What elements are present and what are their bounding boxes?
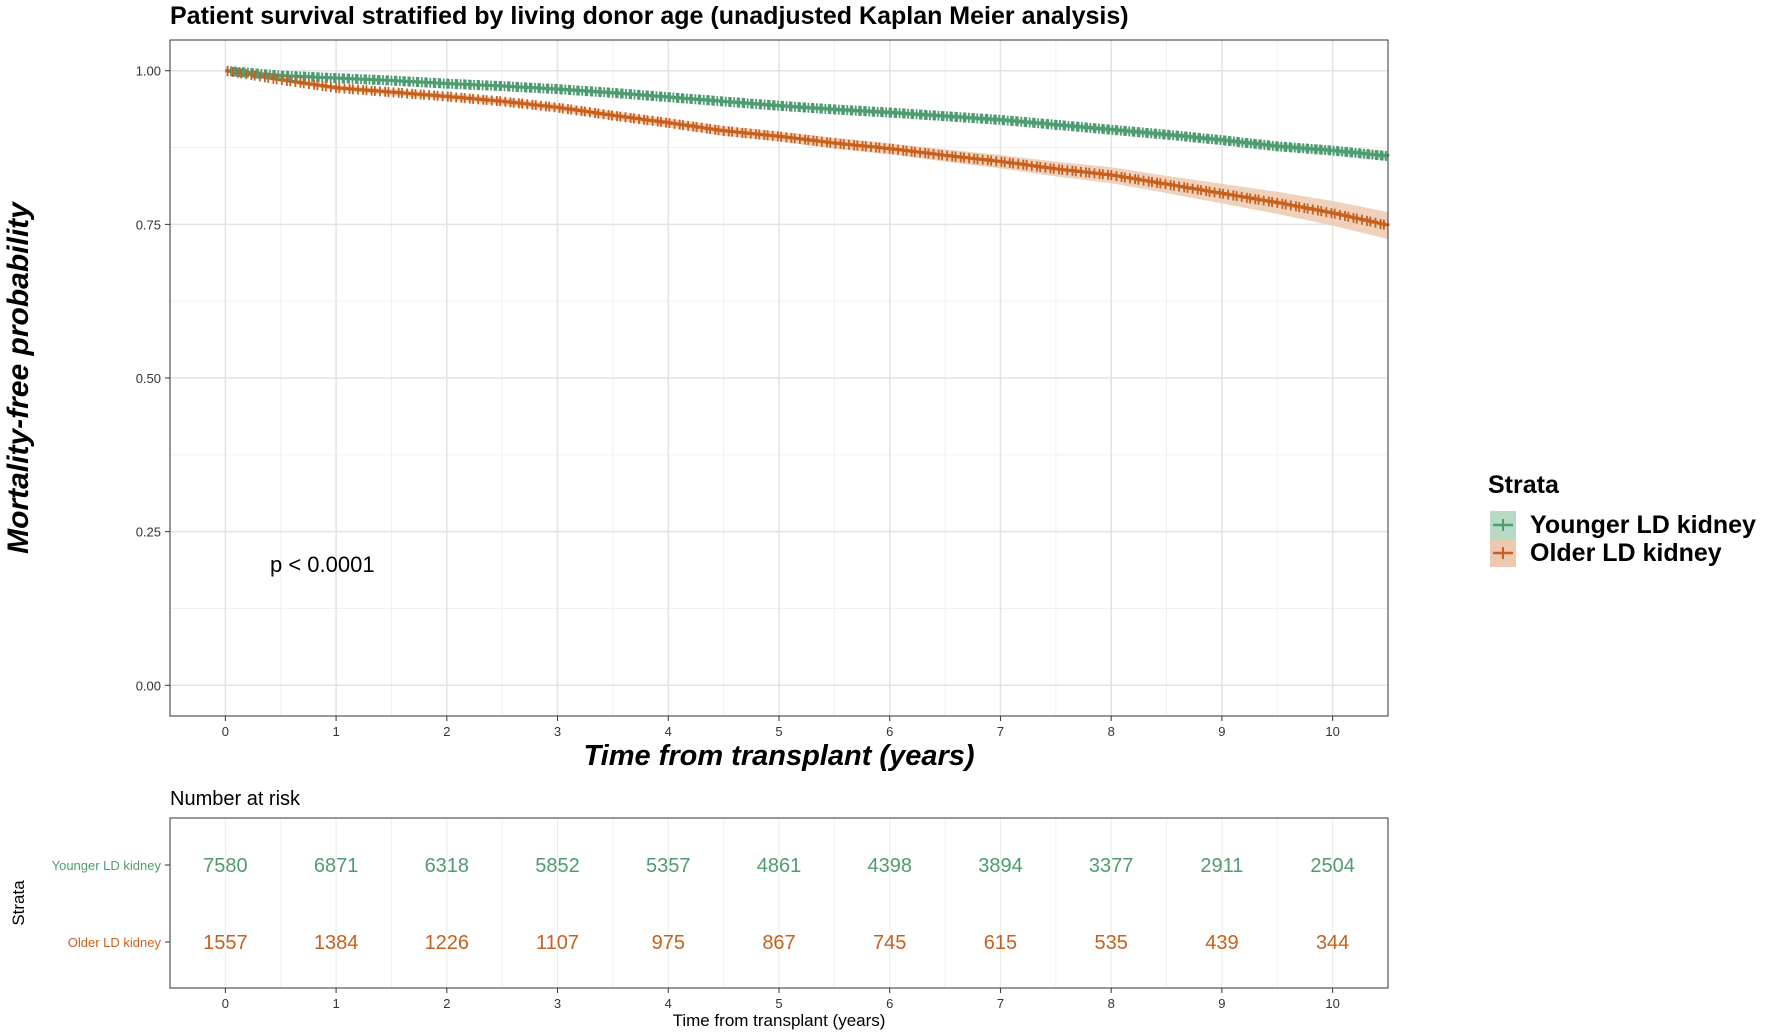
risk-row-label-younger: Younger LD kidney — [52, 858, 162, 873]
legend-label-younger: Younger LD kidney — [1530, 511, 1756, 539]
y-tick-label: 0.00 — [136, 678, 161, 693]
risk-cell-younger: 6318 — [425, 855, 470, 877]
risk-cell-younger: 4398 — [867, 855, 912, 877]
y-tick-label: 0.75 — [136, 217, 161, 232]
risk-row-label-older: Older LD kidney — [68, 935, 162, 950]
x-tick-label: 4 — [665, 724, 672, 739]
risk-table-title: Number at risk — [170, 788, 301, 810]
legend-item-older: Older LD kidney — [1490, 539, 1722, 567]
x-tick-label: 9 — [1218, 724, 1225, 739]
risk-x-tick-label: 3 — [554, 996, 561, 1011]
risk-x-tick-label: 7 — [997, 996, 1004, 1011]
risk-cell-younger: 3894 — [978, 855, 1023, 877]
x-tick-label: 3 — [554, 724, 561, 739]
risk-table-cells: 7580 6871 6318 5852 5357 4861 4398 3894 3377 2911… — [203, 855, 1355, 954]
survival-curve-older — [225, 69, 1390, 227]
censor-marks-older — [226, 66, 1385, 230]
risk-cell-older: 615 — [984, 932, 1017, 954]
legend-title: Strata — [1488, 471, 1560, 499]
risk-x-tick-label: 6 — [886, 996, 893, 1011]
chart-title: Patient survival stratified by living do… — [170, 2, 1129, 30]
p-value-annotation: p < 0.0001 — [270, 552, 375, 577]
y-axis: 0.00 0.25 0.50 0.75 1.00 — [136, 64, 170, 693]
y-tick-label: 0.50 — [136, 371, 161, 386]
risk-cell-older: 344 — [1316, 932, 1349, 954]
x-tick-label: 0 — [222, 724, 229, 739]
risk-cell-younger: 7580 — [203, 855, 248, 877]
risk-cell-older: 1226 — [425, 932, 470, 954]
y-tick-label: 0.25 — [136, 525, 161, 540]
risk-cell-older: 439 — [1205, 932, 1238, 954]
risk-cell-younger: 5357 — [646, 855, 691, 877]
main-gridlines — [169, 40, 1388, 716]
risk-cell-older: 1384 — [314, 932, 359, 954]
risk-table-gridlines — [169, 818, 1334, 988]
risk-x-tick-label: 8 — [1108, 996, 1115, 1011]
risk-x-tick-label: 4 — [665, 996, 672, 1011]
x-tick-label: 5 — [775, 724, 782, 739]
risk-table-row-labels: Younger LD kidney Older LD kidney — [52, 858, 170, 950]
risk-x-tick-label: 2 — [443, 996, 450, 1011]
risk-cell-younger: 4861 — [757, 855, 802, 877]
legend-item-younger: Younger LD kidney — [1490, 511, 1756, 539]
risk-cell-younger: 3377 — [1089, 855, 1134, 877]
censor-marks — [226, 65, 1387, 230]
risk-cell-older: 975 — [652, 932, 685, 954]
x-tick-label: 6 — [886, 724, 893, 739]
legend: Strata Younger LD kidney Older LD kidney — [1488, 471, 1756, 567]
risk-x-tick-label: 9 — [1218, 996, 1225, 1011]
risk-x-tick-label: 10 — [1325, 996, 1339, 1011]
legend-label-older: Older LD kidney — [1530, 539, 1722, 567]
risk-x-tick-label: 5 — [775, 996, 782, 1011]
risk-cell-older: 535 — [1094, 932, 1127, 954]
x-tick-label: 1 — [332, 724, 339, 739]
risk-cell-older: 1107 — [536, 932, 579, 954]
risk-cell-younger: 6871 — [314, 855, 359, 877]
risk-cell-younger: 5852 — [535, 855, 580, 877]
risk-cell-older: 745 — [873, 932, 906, 954]
risk-x-tick-label: 1 — [332, 996, 339, 1011]
y-tick-label: 1.00 — [136, 64, 161, 79]
risk-table-y-label: Strata — [9, 880, 28, 926]
x-tick-label: 8 — [1108, 724, 1115, 739]
risk-cell-older: 867 — [762, 932, 795, 954]
x-tick-label: 10 — [1325, 724, 1339, 739]
y-axis-label: Mortality-free probability — [2, 201, 35, 554]
x-tick-label: 7 — [997, 724, 1004, 739]
risk-cell-younger: 2911 — [1200, 855, 1243, 877]
risk-table-x-label: Time from transplant (years) — [673, 1011, 886, 1030]
risk-cell-younger: 2504 — [1310, 855, 1355, 877]
risk-table-x-axis: 0 1 2 3 4 5 6 7 8 9 10 — [222, 988, 1340, 1011]
x-axis: 0 1 2 3 4 5 6 7 8 9 10 — [222, 716, 1340, 739]
x-tick-label: 2 — [443, 724, 450, 739]
risk-cell-older: 1557 — [203, 932, 248, 954]
risk-x-tick-label: 0 — [222, 996, 229, 1011]
x-axis-label: Time from transplant (years) — [583, 740, 974, 772]
